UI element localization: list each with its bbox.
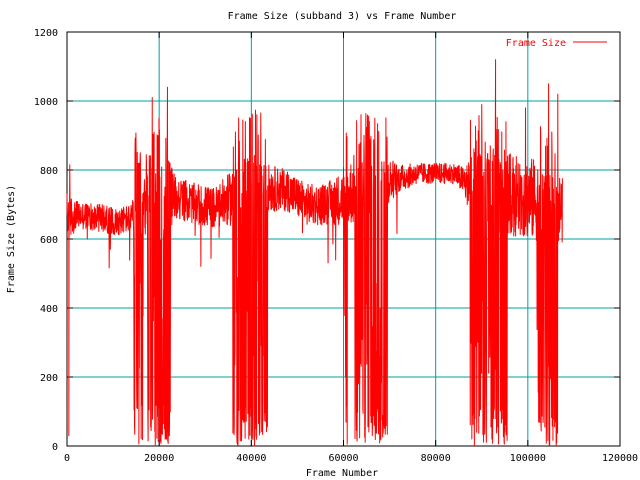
legend: Frame Size [506, 38, 607, 49]
x-axis-label: Frame Number [306, 468, 378, 479]
series-line-frame-size [66, 59, 563, 447]
legend-label: Frame Size [506, 38, 566, 49]
y-tick-label: 1200 [34, 28, 58, 39]
x-tick-label: 0 [64, 453, 70, 464]
x-tick-label: 100000 [510, 453, 546, 464]
x-tick-label: 40000 [236, 453, 266, 464]
x-tick-label: 60000 [328, 453, 358, 464]
y-tick-label: 1000 [34, 97, 58, 108]
series-layer [66, 59, 563, 447]
y-tick-label: 400 [40, 304, 58, 315]
y-tick-label: 600 [40, 235, 58, 246]
x-tick-label: 80000 [421, 453, 451, 464]
axis-ticks: 0 20000 40000 60000 80000 100000 120000 0 200 400… [34, 28, 638, 464]
y-tick-label: 800 [40, 166, 58, 177]
y-tick-label: 0 [52, 442, 58, 453]
chart-title: Frame Size (subband 3) vs Frame Number [228, 11, 457, 22]
y-axis-label: Frame Size (Bytes) [6, 185, 17, 293]
x-tick-label: 20000 [144, 453, 174, 464]
x-tick-label: 120000 [602, 453, 638, 464]
y-tick-label: 200 [40, 373, 58, 384]
